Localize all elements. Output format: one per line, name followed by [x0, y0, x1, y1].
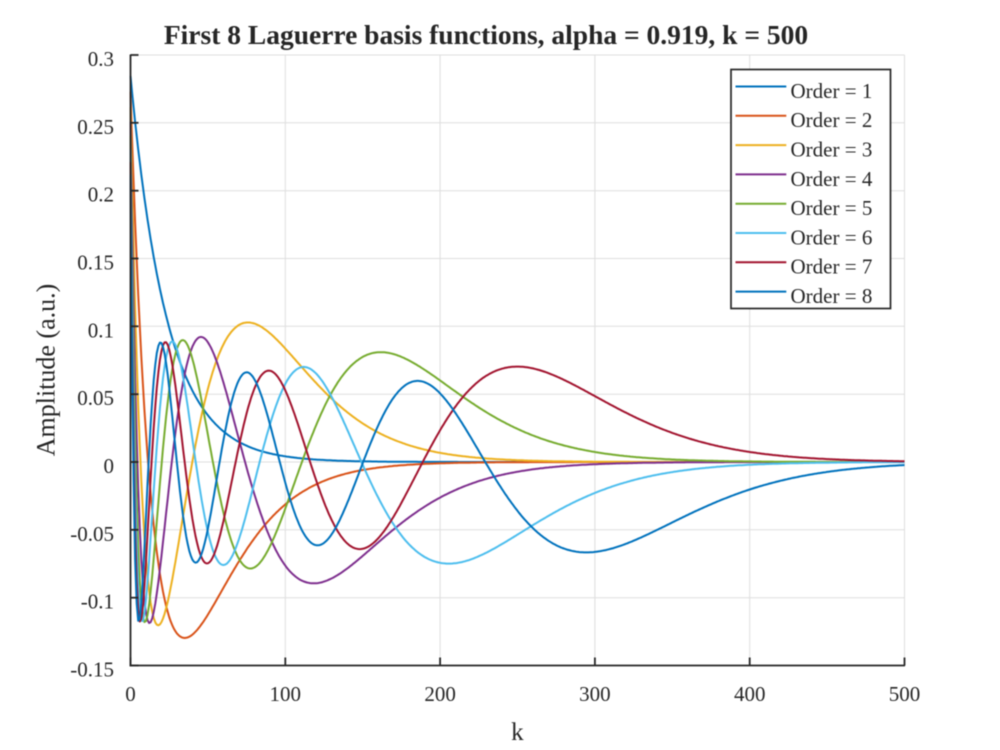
svg-text:0.05: 0.05: [77, 386, 114, 410]
svg-text:Order = 4: Order = 4: [791, 167, 873, 191]
svg-text:0: 0: [104, 454, 115, 478]
svg-text:-0.05: -0.05: [70, 522, 114, 546]
svg-text:0.1: 0.1: [88, 318, 114, 342]
svg-text:First 8 Laguerre basis functio: First 8 Laguerre basis functions, alpha …: [164, 19, 808, 50]
svg-text:Order = 1: Order = 1: [791, 79, 873, 103]
svg-text:500: 500: [889, 682, 921, 706]
svg-text:-0.15: -0.15: [70, 658, 114, 682]
svg-text:0.3: 0.3: [88, 47, 114, 71]
svg-text:300: 300: [579, 682, 611, 706]
svg-text:200: 200: [424, 682, 456, 706]
svg-text:Order = 7: Order = 7: [791, 255, 873, 279]
svg-text:-0.1: -0.1: [81, 590, 114, 614]
svg-text:Order = 6: Order = 6: [791, 225, 873, 249]
svg-text:Amplitude (a.u.): Amplitude (a.u.): [32, 284, 61, 457]
svg-text:Order = 5: Order = 5: [791, 196, 873, 220]
svg-text:Order = 2: Order = 2: [791, 108, 873, 132]
svg-text:Order = 3: Order = 3: [791, 138, 873, 162]
svg-text:0.25: 0.25: [77, 115, 114, 139]
svg-text:0: 0: [125, 682, 136, 706]
svg-text:100: 100: [270, 682, 302, 706]
svg-text:Order = 8: Order = 8: [791, 284, 873, 308]
svg-text:k: k: [511, 719, 524, 746]
svg-text:0.15: 0.15: [77, 251, 114, 275]
svg-text:400: 400: [734, 682, 766, 706]
svg-text:0.2: 0.2: [88, 183, 114, 207]
